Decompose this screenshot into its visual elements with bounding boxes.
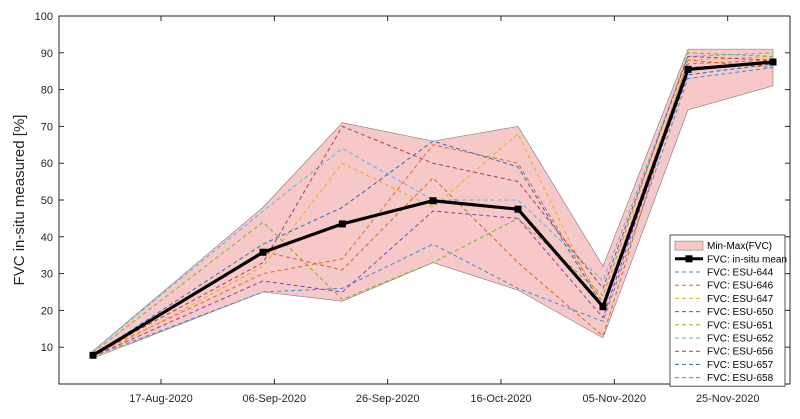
mean-marker xyxy=(429,197,437,205)
mean-marker xyxy=(769,58,777,66)
legend-label: FVC: ESU-658 xyxy=(707,373,774,384)
y-axis-ticks: 10 20 30 40 50 60 70 80 90 100 xyxy=(35,11,790,354)
legend-swatch-marker xyxy=(685,255,693,263)
y-tick-label: 70 xyxy=(41,121,53,133)
x-tick-label: 16-Oct-2020 xyxy=(470,393,531,405)
series-line-fvc-in-situ-mean xyxy=(92,60,774,357)
legend-swatch-band xyxy=(674,240,704,251)
y-tick-label: 30 xyxy=(41,269,53,281)
y-tick-label: 100 xyxy=(35,11,53,23)
x-tick-label: 25-Nov-2020 xyxy=(696,393,760,405)
legend-label: FVC: in-situ mean xyxy=(707,254,787,265)
mean-marker xyxy=(684,65,692,73)
legend-label: Min-Max(FVC) xyxy=(707,241,772,252)
series-line-fvc-esu-656 xyxy=(92,55,774,355)
x-tick-label: 05-Nov-2020 xyxy=(583,393,647,405)
series-line-fvc-esu-646 xyxy=(92,59,774,356)
mean-marker xyxy=(259,248,267,256)
x-tick-label: 26-Sep-2020 xyxy=(356,393,420,405)
series-line-fvc-esu-650 xyxy=(92,63,774,357)
x-tick-label: 06-Sep-2020 xyxy=(243,393,307,405)
legend-label: FVC: ESU-651 xyxy=(707,320,774,331)
y-tick-label: 20 xyxy=(41,305,53,317)
legend-label: FVC: ESU-646 xyxy=(707,281,774,292)
y-tick-label: 10 xyxy=(41,342,53,354)
legend-label: FVC: ESU-644 xyxy=(707,268,774,279)
y-tick-label: 90 xyxy=(41,48,53,60)
legend-label: FVC: ESU-652 xyxy=(707,334,774,345)
x-tick-label: 17-Aug-2020 xyxy=(129,393,193,405)
mean-marker xyxy=(514,205,522,213)
y-tick-label: 60 xyxy=(41,158,53,170)
legend-label: FVC: ESU-650 xyxy=(707,307,774,318)
legend-label: FVC: ESU-647 xyxy=(707,294,774,305)
legend: Min-Max(FVC) FVC: in-situ mean FVC: ESU-64… xyxy=(669,234,787,387)
y-tick-label: 80 xyxy=(41,85,53,97)
series-line-fvc-esu-644 xyxy=(92,67,774,357)
series-line-fvc-esu-647 xyxy=(92,55,774,359)
series-line-fvc-esu-652 xyxy=(92,52,774,352)
legend-label: FVC: ESU-657 xyxy=(707,360,774,371)
mean-marker xyxy=(338,220,346,228)
y-tick-label: 50 xyxy=(41,195,53,207)
x-axis-ticks: 17-Aug-2020 06-Sep-2020 26-Sep-2020 16-Oct-… xyxy=(129,16,759,405)
legend-label: FVC: ESU-656 xyxy=(707,347,774,358)
mean-marker xyxy=(599,303,607,311)
mean-marker xyxy=(89,351,97,359)
y-axis-title: FVC in-situ measured [%] xyxy=(11,115,28,286)
y-tick-label: 40 xyxy=(41,232,53,244)
series-layer xyxy=(89,52,777,359)
